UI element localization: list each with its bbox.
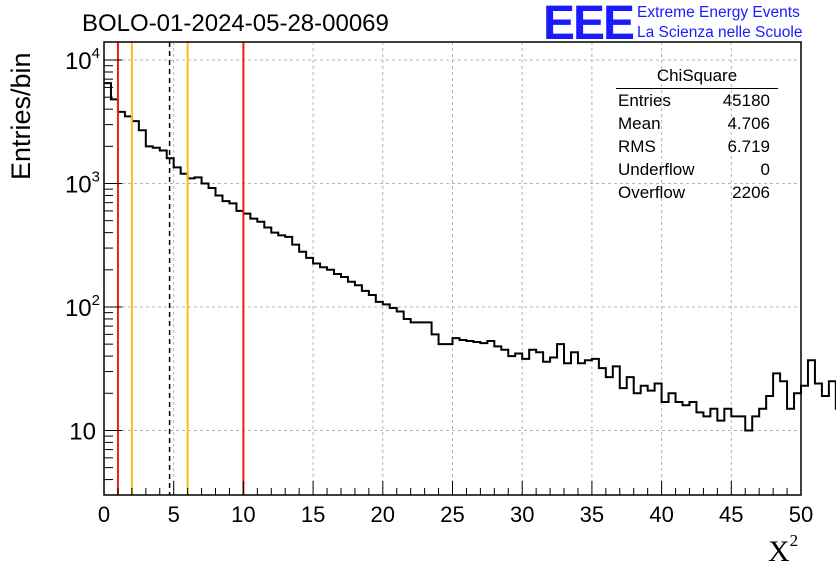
chart-title: BOLO-01-2024-05-28-00069 (82, 10, 389, 37)
stats-label: Underflow (618, 160, 695, 179)
stats-label: Mean (618, 114, 661, 133)
x-tick-label: 15 (301, 502, 325, 527)
stats-label: Entries (618, 91, 671, 110)
grid-lines (104, 42, 801, 495)
x-tick-label: 20 (371, 502, 395, 527)
x-tick-label: 0 (98, 502, 110, 527)
stats-row: Overflow 2206 (610, 181, 778, 204)
y-tick-label: 103 (65, 169, 100, 199)
x-axis-label: X2 (768, 531, 799, 568)
logo-caption: Extreme Energy Events La Scienza nelle S… (637, 3, 802, 43)
stats-box: ChiSquare Entries 45180 Mean 4.706 RMS 6… (610, 64, 778, 204)
stats-row: Mean 4.706 (610, 112, 778, 135)
axis-ticks (103, 59, 802, 496)
y-axis-label: Entries/bin (6, 52, 36, 180)
x-tick-label: 40 (649, 502, 673, 527)
reference-lines (116, 42, 245, 495)
x-tick-label: 5 (168, 502, 180, 527)
stats-row: RMS 6.719 (610, 135, 778, 158)
axis-tick-labels: 0 5 10 15 20 25 30 35 40 45 50 10 102 103 104 (65, 45, 813, 527)
stats-value: 45180 (722, 91, 770, 110)
y-tick-label: 10 (69, 418, 96, 445)
logo-caption-line1: Extreme Energy Events (637, 4, 800, 21)
x-tick-label: 35 (580, 502, 604, 527)
stats-value: 0 (760, 160, 770, 179)
logo-caption-line2: La Scienza nelle Scuole (637, 24, 803, 41)
histogram-outline (104, 82, 836, 432)
histogram-series (104, 82, 836, 432)
y-tick-label: 102 (65, 292, 100, 322)
stats-title: ChiSquare (616, 64, 778, 89)
stats-row: Underflow 0 (610, 158, 778, 181)
stats-label: Overflow (618, 183, 686, 202)
stats-value: 6.719 (727, 137, 770, 156)
eee-logo-icon: EEE (543, 0, 635, 50)
x-tick-label: 30 (510, 502, 534, 527)
stats-value: 4.706 (727, 114, 770, 133)
x-tick-label: 50 (789, 502, 813, 527)
x-tick-label: 45 (719, 502, 743, 527)
stats-label: RMS (618, 137, 656, 156)
stats-row: Entries 45180 (610, 89, 778, 112)
y-tick-label: 104 (65, 45, 100, 75)
x-tick-label: 10 (231, 502, 255, 527)
x-tick-label: 25 (440, 502, 464, 527)
stats-value: 2206 (732, 183, 770, 202)
